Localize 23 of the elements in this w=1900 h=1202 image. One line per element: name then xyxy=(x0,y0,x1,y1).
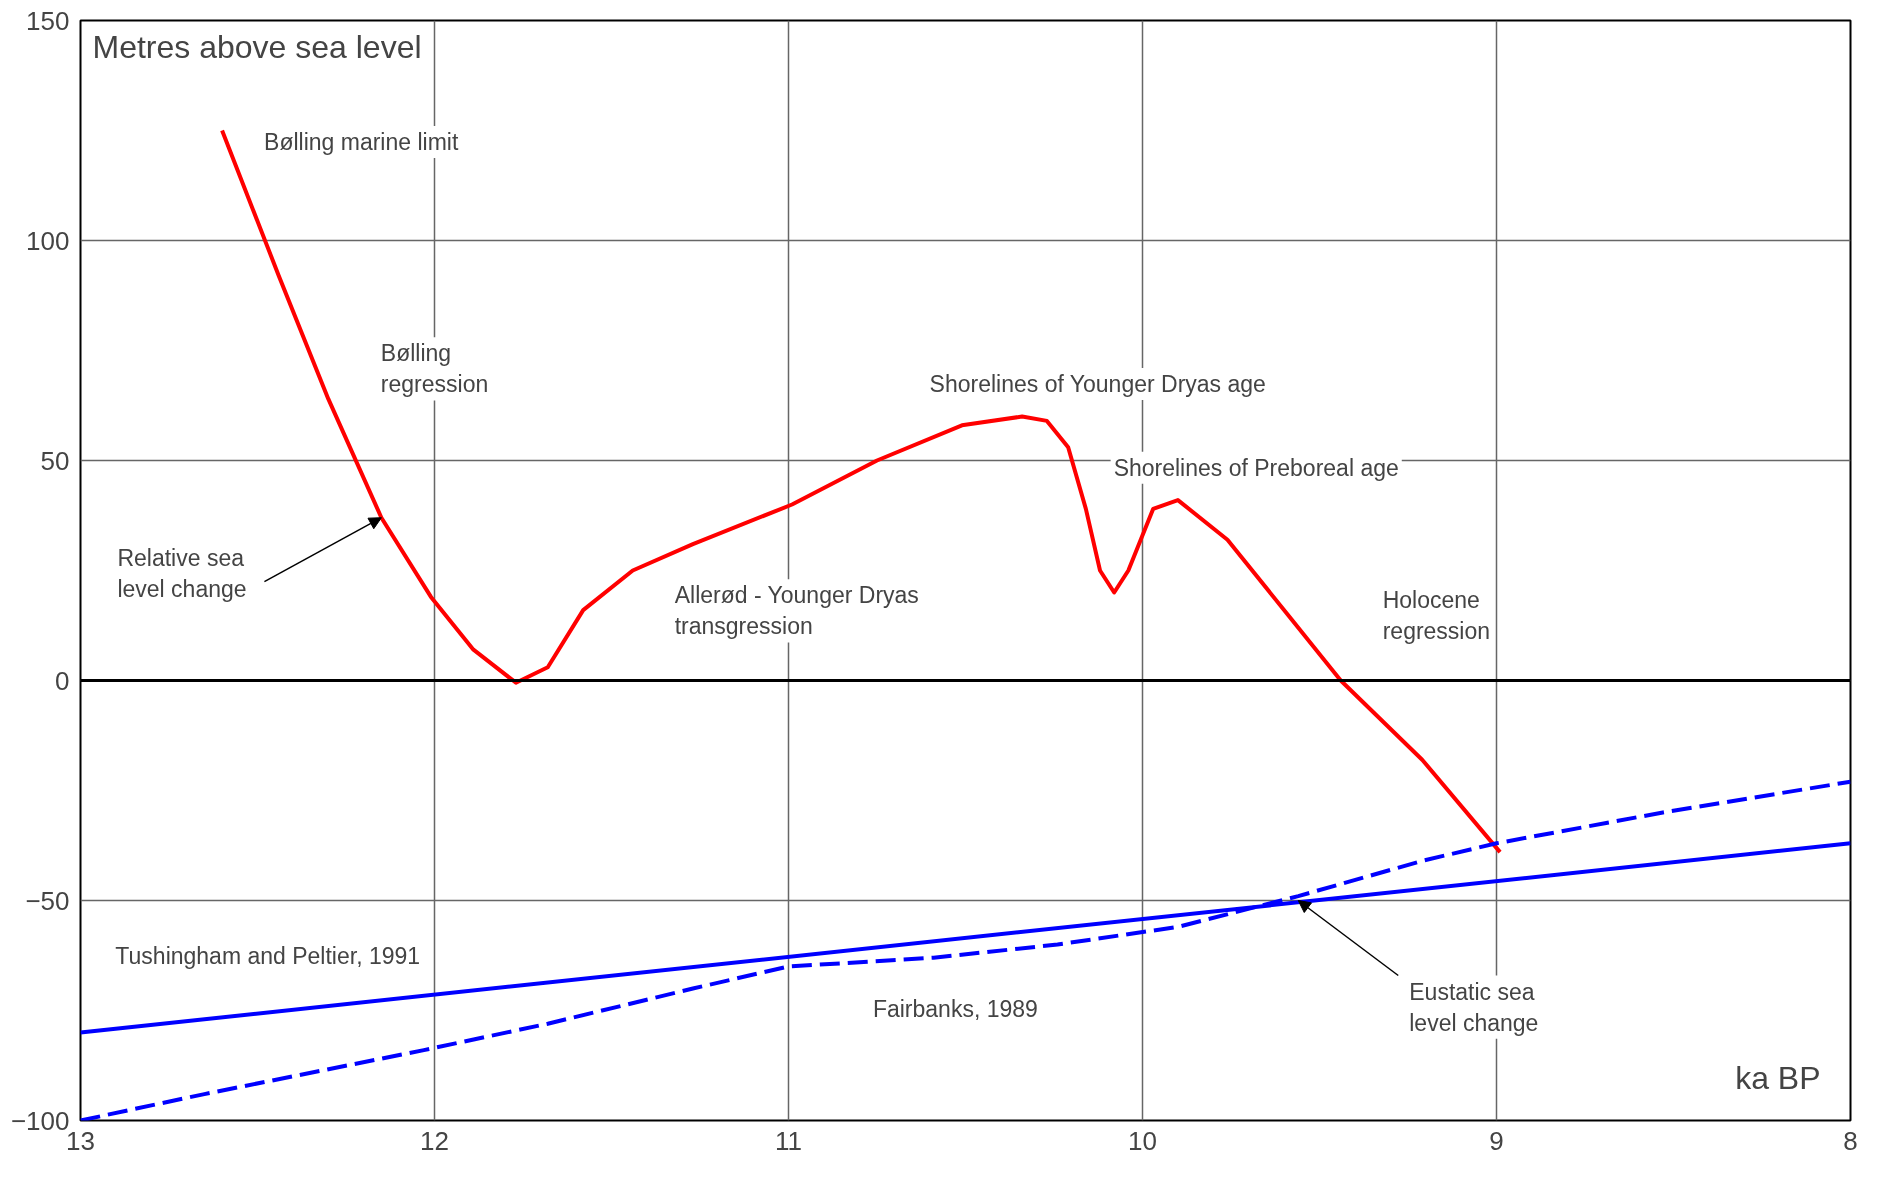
x-tick-label: 10 xyxy=(1128,1125,1157,1156)
annotation: Relative sea level change xyxy=(117,544,247,602)
annotation: Bølling marine limit xyxy=(264,129,459,156)
x-tick-label: 12 xyxy=(420,1125,449,1156)
x-tick-label: 11 xyxy=(775,1125,802,1156)
y-tick-label: 150 xyxy=(26,5,70,36)
annotation: Shorelines of Younger Dryas age xyxy=(929,371,1266,398)
y-axis-title: Metres above sea level xyxy=(92,28,422,65)
x-tick-label: 8 xyxy=(1843,1125,1858,1156)
y-tick-label: −50 xyxy=(25,885,70,916)
annotation: Eustatic sea level change xyxy=(1409,978,1539,1036)
y-tick-label: 0 xyxy=(55,665,70,696)
annotation: Bølling regression xyxy=(380,340,489,398)
annotation: Tushingham and Peltier, 1991 xyxy=(115,943,421,970)
y-tick-label: 100 xyxy=(26,225,70,256)
annotation: Fairbanks, 1989 xyxy=(872,995,1038,1022)
line-series xyxy=(80,779,1851,1121)
annotation: Holocene regression xyxy=(1382,586,1491,644)
annotation: Allerød - Younger Dryas transgression xyxy=(674,582,919,640)
x-axis-title: ka BP xyxy=(1735,1059,1821,1096)
x-tick-label: 9 xyxy=(1489,1125,1504,1156)
y-tick-label: 50 xyxy=(40,445,70,476)
annotation: Shorelines of Preboreal age xyxy=(1113,454,1399,481)
